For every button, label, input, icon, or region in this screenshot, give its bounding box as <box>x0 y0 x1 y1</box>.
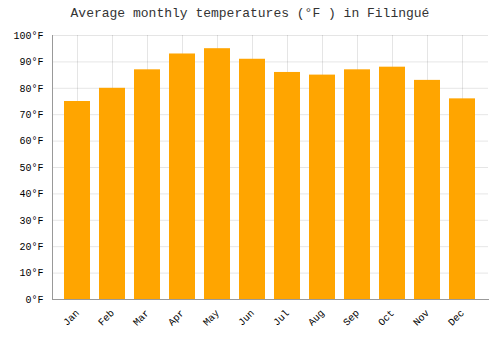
svg-text:Nov: Nov <box>411 308 432 329</box>
svg-text:30°F: 30°F <box>19 216 43 227</box>
html-text:Average monthly temperatures (: Average monthly temperatures (°F ) in Fi… <box>70 6 430 21</box>
svg-text:Aug: Aug <box>306 308 327 329</box>
svg-text:40°F: 40°F <box>19 189 43 200</box>
svg-text:Sep: Sep <box>341 308 362 329</box>
svg-text:Oct: Oct <box>376 308 397 329</box>
svg-text:Feb: Feb <box>96 308 117 329</box>
svg-text:20°F: 20°F <box>19 242 43 253</box>
svg-text:Jul: Jul <box>271 308 292 329</box>
svg-text:Jan: Jan <box>61 308 82 329</box>
svg-text:100°F: 100°F <box>13 31 43 42</box>
svg-text:50°F: 50°F <box>19 163 43 174</box>
svg-text:Mar: Mar <box>131 308 152 329</box>
svg-text:90°F: 90°F <box>19 57 43 68</box>
svg-text:10°F: 10°F <box>19 268 43 279</box>
svg-text:May: May <box>201 308 222 329</box>
svg-text:80°F: 80°F <box>19 84 43 95</box>
svg-text:Dec: Dec <box>446 308 467 329</box>
svg-text:70°F: 70°F <box>19 110 43 121</box>
svg-text:Jun: Jun <box>236 308 257 329</box>
svg-text:60°F: 60°F <box>19 136 43 147</box>
svg-text:Apr: Apr <box>166 308 187 329</box>
svg-text:0°F: 0°F <box>25 295 43 306</box>
